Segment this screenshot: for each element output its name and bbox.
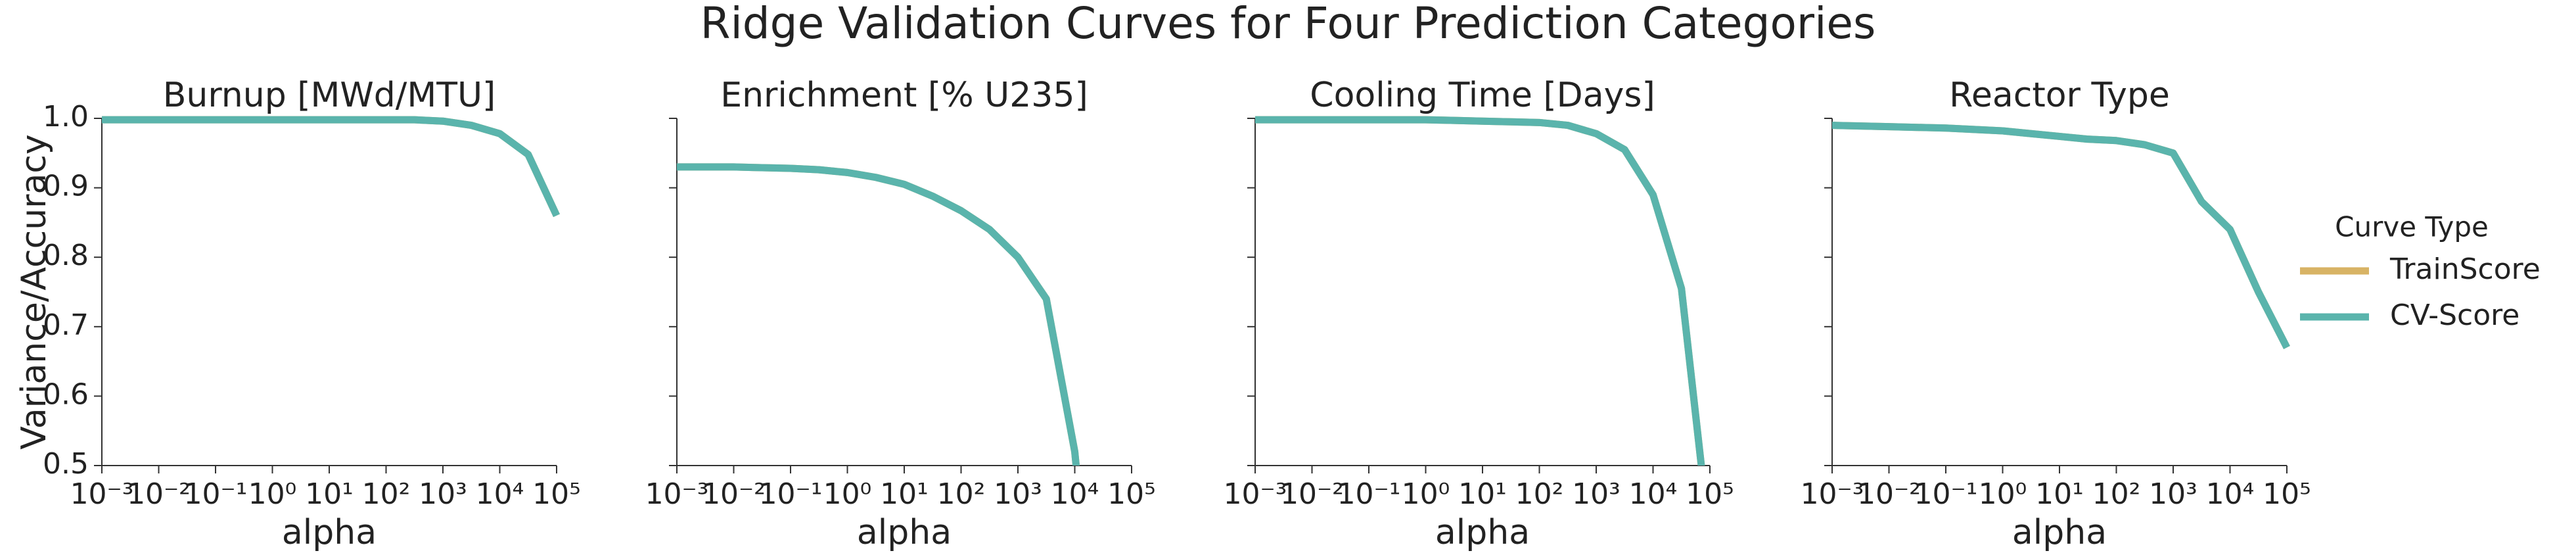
y-tick-label: 0.6 xyxy=(43,377,89,411)
x-tick-label: 10⁻³ xyxy=(70,477,134,511)
data-line xyxy=(677,163,1080,466)
x-axis-label: alpha xyxy=(857,513,952,552)
y-axis-label: Variance/Accuracy xyxy=(14,134,54,450)
x-tick-label: 10⁻¹ xyxy=(759,477,823,511)
x-tick-label: 10⁻¹ xyxy=(1914,477,1978,511)
y-tick-label: 0.5 xyxy=(43,447,89,481)
x-tick-label: 10³ xyxy=(419,477,467,511)
x-tick-label: 10⁴ xyxy=(2206,477,2255,511)
legend-title: Curve Type xyxy=(2335,211,2489,243)
x-tick-label: 10⁻³ xyxy=(1224,477,1287,511)
x-axis-label: alpha xyxy=(282,513,377,552)
x-tick-label: 10⁻² xyxy=(702,477,766,511)
x-tick-label: 10⁻² xyxy=(1280,477,1344,511)
x-tick-label: 10² xyxy=(362,477,411,511)
x-axis-label: alpha xyxy=(1435,513,1530,552)
y-tick-label: 0.8 xyxy=(43,239,89,272)
x-tick-label: 10⁰ xyxy=(1402,477,1450,511)
subplot-title: Reactor Type xyxy=(1949,76,2170,115)
subplot-title: Burnup [MWd/MTU] xyxy=(163,76,496,115)
x-tick-label: 10⁵ xyxy=(532,477,581,511)
x-tick-label: 10⁻³ xyxy=(1801,477,1864,511)
subplot-title: Cooling Time [Days] xyxy=(1310,76,1655,115)
subplot: 10⁻³10⁻²10⁻¹ 10⁰ 10¹ 10² 10³ 10⁴ 10⁵ Reactor Ty… xyxy=(1801,76,2311,552)
subplot-title: Enrichment [% U235] xyxy=(720,76,1088,115)
figure-title: Ridge Validation Curves for Four Predict… xyxy=(701,0,1876,49)
x-tick-label: 10⁻³ xyxy=(645,477,709,511)
x-tick-label: 10⁵ xyxy=(1107,477,1156,511)
x-tick-label: 10⁰ xyxy=(248,477,297,511)
x-tick-label: 10³ xyxy=(2149,477,2197,511)
x-tick-label: 10¹ xyxy=(2035,477,2084,511)
subplot: 10⁻³10⁻²10⁻¹ 10⁰ 10¹ 10² 10³ 10⁴ 10⁵ Enrichment… xyxy=(645,76,1156,552)
x-tick-label: 10⁴ xyxy=(1051,477,1099,511)
y-tick-label: 1.0 xyxy=(43,100,89,133)
legend-label: CV-Score xyxy=(2390,299,2519,332)
x-tick-label: 10⁴ xyxy=(1629,477,1678,511)
x-tick-label: 10⁴ xyxy=(476,477,524,511)
data-line xyxy=(1832,122,2290,349)
x-tick-label: 10⁰ xyxy=(823,477,872,511)
x-tick-label: 10² xyxy=(1515,477,1564,511)
y-tick-label: 0.7 xyxy=(43,308,89,342)
legend-label: TrainScore xyxy=(2389,252,2541,286)
data-line xyxy=(102,116,560,218)
x-tick-label: 10⁻² xyxy=(127,477,191,511)
x-tick-label: 10¹ xyxy=(1458,477,1507,511)
x-tick-label: 10³ xyxy=(994,477,1042,511)
subplot: 10⁻³10⁻²10⁻¹ 10⁰ 10¹ 10² 10³ 10⁴ 10⁵ Cooling Ti… xyxy=(1224,76,1734,552)
data-line xyxy=(1832,122,2290,349)
x-tick-label: 10⁻¹ xyxy=(184,477,248,511)
x-axis-label: alpha xyxy=(2012,513,2107,552)
x-tick-label: 10³ xyxy=(1572,477,1621,511)
x-tick-label: 10² xyxy=(2092,477,2141,511)
subplot: 0.50.60.70.80.91.010⁻³10⁻²10⁻¹ 10⁰ 10¹ 10² 1… xyxy=(14,76,581,552)
data-line xyxy=(102,116,560,218)
y-tick-label: 0.9 xyxy=(43,170,89,203)
x-tick-label: 10⁻¹ xyxy=(1337,477,1401,511)
x-tick-label: 10⁻² xyxy=(1857,477,1921,511)
x-tick-label: 10² xyxy=(937,477,986,511)
x-tick-label: 10⁰ xyxy=(1979,477,2027,511)
x-tick-label: 10¹ xyxy=(305,477,354,511)
x-tick-label: 10¹ xyxy=(880,477,929,511)
x-tick-label: 10⁵ xyxy=(2263,477,2311,511)
x-tick-label: 10⁵ xyxy=(1686,477,1734,511)
data-line xyxy=(1255,116,1705,466)
